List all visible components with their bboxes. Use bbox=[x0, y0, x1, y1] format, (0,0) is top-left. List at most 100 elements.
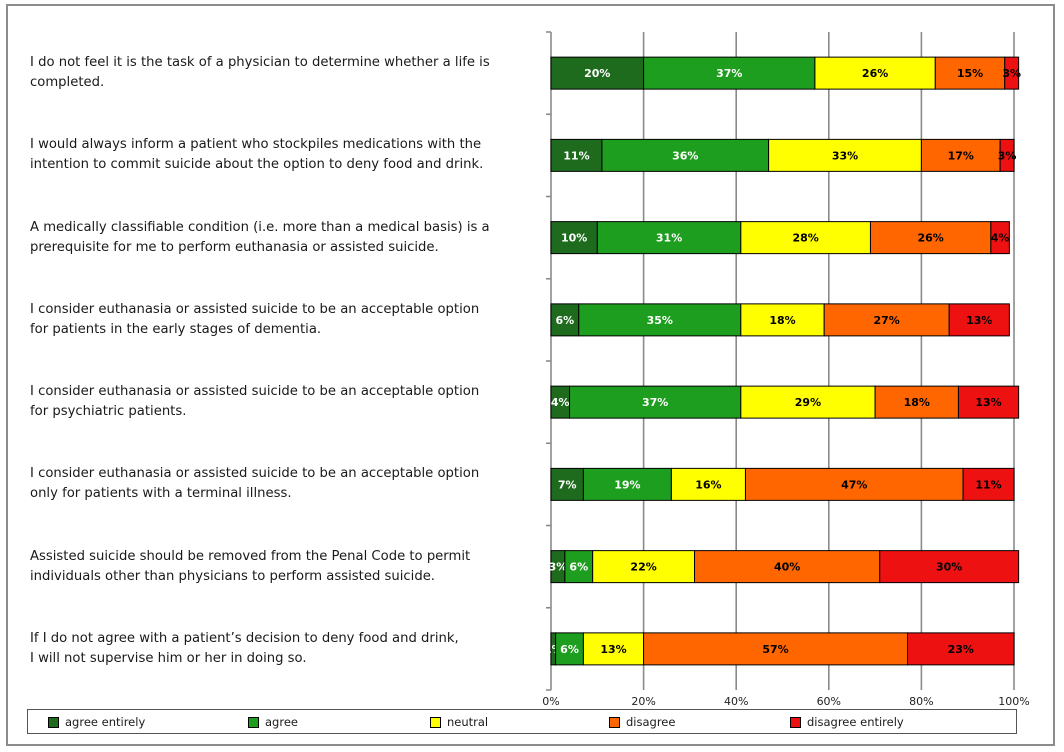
legend-item: neutral bbox=[430, 715, 488, 729]
bar-segment bbox=[550, 467, 584, 501]
data-label: 35% bbox=[647, 314, 673, 327]
bar-segment bbox=[957, 385, 1020, 419]
bar-segment bbox=[555, 632, 584, 666]
bar-segment bbox=[582, 632, 645, 666]
data-label: 3% bbox=[549, 561, 568, 574]
data-label: 40% bbox=[774, 561, 800, 574]
bar-segment bbox=[694, 550, 881, 584]
x-tick-label: 100% bbox=[998, 695, 1029, 708]
category-label: I consider euthanasia or assisted suicid… bbox=[30, 384, 480, 420]
data-label: 26% bbox=[917, 232, 943, 245]
data-label: 13% bbox=[966, 314, 992, 327]
category-label: A medically classifiable condition (i.e.… bbox=[30, 219, 490, 255]
legend-label: neutral bbox=[447, 715, 489, 729]
data-label: 31% bbox=[656, 232, 682, 245]
x-tick-label: 0% bbox=[542, 695, 559, 708]
data-label: 30% bbox=[936, 561, 962, 574]
bar-segment bbox=[643, 56, 816, 90]
bar-segment bbox=[948, 303, 1010, 337]
data-label: 11% bbox=[975, 478, 1001, 491]
bar-segment bbox=[740, 303, 825, 337]
category-label: If I do not agree with a patient’s decis… bbox=[30, 630, 459, 666]
category-label: I do not feel it is the task of a physic… bbox=[30, 55, 490, 91]
x-tick-label: 20% bbox=[631, 695, 655, 708]
data-label: 6% bbox=[556, 314, 575, 327]
data-label: 20% bbox=[584, 67, 610, 80]
data-label: 10% bbox=[561, 232, 587, 245]
legend-swatch bbox=[248, 716, 259, 728]
legend: agree entirely agree neutral disagree disagr… bbox=[27, 709, 1017, 734]
bar-segment bbox=[670, 467, 746, 501]
bar-segment bbox=[740, 385, 876, 419]
data-label: 22% bbox=[630, 561, 656, 574]
bar-segment bbox=[999, 138, 1015, 172]
bar-segment bbox=[550, 138, 603, 172]
bar-segment bbox=[550, 303, 580, 337]
data-label: 17% bbox=[948, 149, 974, 162]
bar-segment bbox=[814, 56, 936, 90]
data-label: 18% bbox=[769, 314, 795, 327]
bar-segment bbox=[564, 550, 594, 584]
data-label: 36% bbox=[672, 149, 698, 162]
bar-segment bbox=[768, 138, 922, 172]
data-label: 3% bbox=[1002, 67, 1021, 80]
legend-swatch bbox=[790, 716, 801, 728]
bar-segment bbox=[569, 385, 742, 419]
legend-item: disagree entirely bbox=[790, 715, 904, 729]
category-label: I consider euthanasia or assisted suicid… bbox=[30, 466, 480, 502]
bar-segment bbox=[582, 467, 672, 501]
bar-segment bbox=[596, 221, 742, 255]
chart-frame bbox=[6, 4, 1055, 746]
x-tick-label: 40% bbox=[724, 695, 748, 708]
data-label: 3% bbox=[998, 149, 1017, 162]
bar-segment bbox=[643, 632, 909, 666]
data-label: 26% bbox=[862, 67, 888, 80]
data-label: 6% bbox=[560, 643, 579, 656]
data-label: 29% bbox=[795, 396, 821, 409]
legend-swatch bbox=[430, 716, 441, 728]
x-tick-label: 60% bbox=[817, 695, 841, 708]
bar-segment bbox=[744, 467, 964, 501]
legend-item: disagree bbox=[609, 715, 675, 729]
category-label: I consider euthanasia or assisted suicid… bbox=[30, 301, 480, 337]
data-label: 18% bbox=[904, 396, 930, 409]
bar-segment bbox=[578, 303, 742, 337]
data-label: 11% bbox=[563, 149, 589, 162]
data-label: 4% bbox=[991, 232, 1010, 245]
data-label: 13% bbox=[600, 643, 626, 656]
bar-segment bbox=[962, 467, 1015, 501]
bar-segment bbox=[1004, 56, 1020, 90]
legend-item: agree bbox=[248, 715, 298, 729]
data-label: 57% bbox=[762, 643, 788, 656]
data-label: 15% bbox=[957, 67, 983, 80]
bar-segment bbox=[823, 303, 950, 337]
data-label: 6% bbox=[569, 561, 588, 574]
bar-segment bbox=[990, 221, 1010, 255]
category-labels: I do not feel it is the task of a physic… bbox=[0, 0, 540, 700]
bar-segment bbox=[550, 221, 598, 255]
category-label: I would always inform a patient who stoc… bbox=[30, 137, 484, 173]
bar-segment bbox=[907, 632, 1015, 666]
data-label: 4% bbox=[551, 396, 570, 409]
bar-segment bbox=[874, 385, 959, 419]
data-label: 33% bbox=[832, 149, 858, 162]
bar-segment bbox=[869, 221, 992, 255]
legend-label: agree bbox=[265, 715, 298, 729]
legend-label: disagree entirely bbox=[807, 715, 904, 729]
legend-swatch bbox=[609, 716, 620, 728]
data-label: 28% bbox=[792, 232, 818, 245]
x-tick-label: 80% bbox=[909, 695, 933, 708]
data-label: 16% bbox=[695, 478, 721, 491]
legend-item: agree entirely bbox=[48, 715, 145, 729]
data-label: 37% bbox=[716, 67, 742, 80]
data-label: 7% bbox=[558, 478, 577, 491]
bar-segment bbox=[879, 550, 1020, 584]
legend-swatch bbox=[48, 716, 59, 728]
bar-segment bbox=[934, 56, 1006, 90]
data-label: 23% bbox=[948, 643, 974, 656]
data-label: 13% bbox=[975, 396, 1001, 409]
data-label: 37% bbox=[642, 396, 668, 409]
legend-label: agree entirely bbox=[65, 715, 146, 729]
category-label: Assisted suicide should be removed from … bbox=[30, 548, 471, 584]
